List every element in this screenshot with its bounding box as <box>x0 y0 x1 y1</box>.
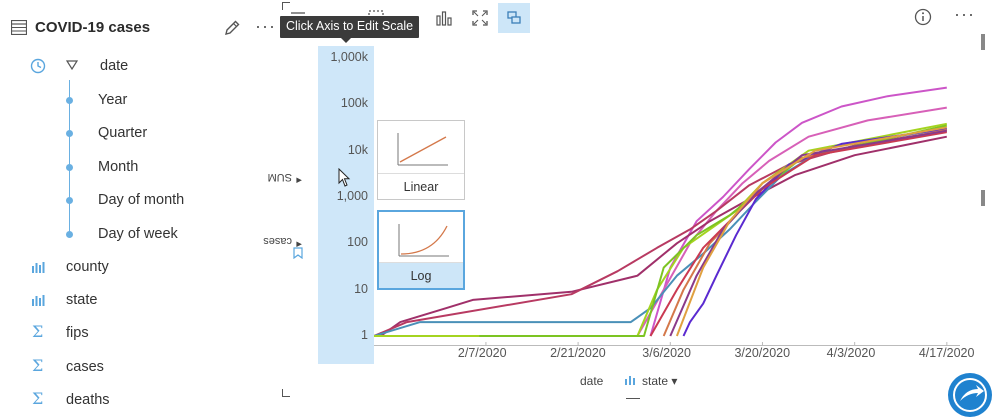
field-deaths[interactable]: Σ deaths <box>0 388 278 414</box>
expand-icon <box>472 10 488 26</box>
dataset-header: COVID-19 cases ··· <box>0 10 278 44</box>
x-field-underline <box>626 398 640 399</box>
field-label: state <box>66 292 98 308</box>
card-toolbar: ··· <box>278 0 1000 36</box>
dataset-title: COVID-19 cases <box>35 19 151 36</box>
scale-option-log[interactable]: Log <box>377 210 465 290</box>
y-tick-label[interactable]: 100 <box>347 235 368 250</box>
sigma-icon: Σ <box>32 356 44 375</box>
tree-dot <box>66 97 73 104</box>
string-field-icon <box>32 295 45 306</box>
maximize-button[interactable] <box>464 3 496 33</box>
field-label: fips <box>66 325 89 341</box>
tree-dot <box>66 231 73 238</box>
field-label: Quarter <box>98 125 148 141</box>
bar-chart-icon <box>436 11 452 26</box>
subfield-month[interactable]: Month <box>0 155 278 181</box>
field-label: county <box>66 259 109 275</box>
series-line-10[interactable] <box>669 129 947 337</box>
y-axis-aggregation-label[interactable]: SUM <box>267 171 292 183</box>
field-label: Day of month <box>98 192 185 208</box>
subfield-day-of-week[interactable]: Day of week <box>0 222 278 248</box>
linear-scale-icon <box>397 133 448 166</box>
y-tick-label[interactable]: 1 <box>361 328 368 342</box>
scale-option-label: Linear <box>378 173 464 199</box>
field-label: cases <box>66 359 104 375</box>
series-line-2[interactable] <box>380 135 947 337</box>
color-field-label[interactable]: state ▾ <box>642 374 678 388</box>
dataset-more-icon[interactable]: ··· <box>255 16 276 36</box>
scale-option-linear[interactable]: Linear <box>377 120 465 200</box>
string-field-icon <box>32 262 45 273</box>
field-label: deaths <box>66 392 110 408</box>
subfield-quarter[interactable]: Quarter <box>0 121 278 147</box>
card-more-icon[interactable]: ··· <box>954 4 975 24</box>
field-date[interactable]: date <box>0 54 278 80</box>
y-axis-field-label[interactable]: cases <box>263 235 292 247</box>
x-tick-label[interactable]: 4/17/2020 <box>918 346 975 360</box>
x-tick-label[interactable]: 2/21/2020 <box>550 346 606 360</box>
card-corner <box>282 389 290 397</box>
series-line-0[interactable] <box>649 86 947 337</box>
collapse-triangle-icon[interactable] <box>66 60 78 70</box>
card-corner <box>282 2 290 10</box>
y-axis-highlight[interactable] <box>318 46 374 364</box>
y-tick-label[interactable]: 10 <box>354 281 368 296</box>
tree-connector <box>69 80 70 234</box>
string-field-icon <box>625 376 635 385</box>
y-tick-label[interactable]: 10k <box>347 142 368 157</box>
series-line-11[interactable] <box>675 126 947 337</box>
table-icon <box>11 20 27 35</box>
info-icon[interactable] <box>914 8 932 26</box>
x-tick-label[interactable]: 2/7/2020 <box>457 346 507 360</box>
line-chart-plot <box>374 86 960 346</box>
y-tick-label[interactable]: 1,000k <box>330 50 368 64</box>
mouse-cursor-icon <box>338 168 351 187</box>
data-pane: COVID-19 cases ··· date Year Quarter Mon… <box>0 0 278 417</box>
subfield-day-of-month[interactable]: Day of month <box>0 188 278 214</box>
field-cases[interactable]: Σ cases <box>0 355 278 381</box>
field-county[interactable]: county <box>0 255 278 281</box>
resize-handle[interactable] <box>981 190 985 206</box>
resize-handle[interactable] <box>981 34 985 50</box>
share-fab-icon[interactable] <box>944 369 992 417</box>
tooltip-arrow <box>340 37 352 43</box>
x-tick-label[interactable]: 4/3/2020 <box>826 346 876 360</box>
field-label: Year <box>98 92 128 108</box>
field-label: Day of week <box>98 226 178 242</box>
clock-icon <box>30 58 46 74</box>
chart-card: ··· Click Axis to Edit Scale 1 10 100 1,000… <box>263 0 1000 417</box>
sigma-icon: Σ <box>32 322 44 341</box>
y-tick-label[interactable]: 1,000 <box>336 189 368 203</box>
tree-dot <box>66 130 73 137</box>
axis-tooltip: Click Axis to Edit Scale <box>280 16 420 38</box>
scale-option-label: Log <box>379 262 463 288</box>
tree-dot <box>66 164 73 171</box>
field-fips[interactable]: Σ fips <box>0 321 278 347</box>
field-label: date <box>100 58 129 74</box>
tree-dot <box>66 197 73 204</box>
sigma-icon: Σ <box>32 389 44 408</box>
scale-toggle-button[interactable] <box>498 3 530 33</box>
series-line-1[interactable] <box>636 106 947 337</box>
log-scale-icon <box>398 224 449 257</box>
bookmark-icon[interactable] <box>293 247 303 259</box>
layers-icon <box>507 11 521 24</box>
x-axis-field-label[interactable]: date <box>580 374 604 388</box>
field-state[interactable]: state <box>0 288 278 314</box>
pencil-icon[interactable] <box>222 18 242 38</box>
visualization-type-button[interactable] <box>428 3 460 33</box>
x-tick-label[interactable]: 3/20/2020 <box>734 346 791 360</box>
subfield-year[interactable]: Year <box>0 88 278 114</box>
y-tick-label[interactable]: 100k <box>340 96 368 111</box>
series-line-6[interactable] <box>479 124 948 337</box>
x-tick-label[interactable]: 3/6/2020 <box>642 346 691 360</box>
field-label: Month <box>98 159 139 175</box>
